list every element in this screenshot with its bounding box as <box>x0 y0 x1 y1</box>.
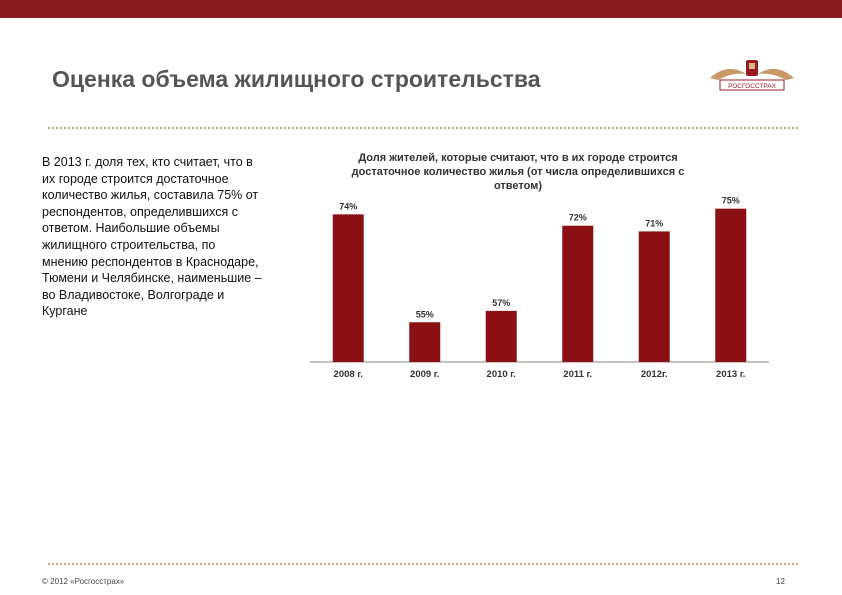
page-number: 12 <box>776 577 785 586</box>
x-tick-label-3: 2011 г. <box>563 369 592 380</box>
bottom-dotted-divider <box>48 563 798 565</box>
x-tick-label-4: 2012г. <box>641 369 668 380</box>
data-label-1: 55% <box>416 309 434 319</box>
footer-copyright: © 2012 «Росгосстрах» <box>42 577 125 586</box>
bar-3 <box>562 225 594 362</box>
bar-0 <box>332 214 364 362</box>
top-dotted-divider <box>48 127 798 129</box>
page-title: Оценка объема жилищного строительства <box>52 66 541 92</box>
rosgosstrakh-logo: РОСГОССТРАХ <box>710 60 794 91</box>
bar-1 <box>409 322 441 362</box>
bar-chart: Доля жителей, которые считают, что в их … <box>310 152 769 380</box>
data-label-0: 74% <box>339 201 357 211</box>
data-label-5: 75% <box>722 196 740 206</box>
x-tick-label-2: 2010 г. <box>487 369 516 380</box>
bar-2 <box>485 310 517 362</box>
chart-title-line-3: ответом) <box>494 180 542 192</box>
top-bar <box>0 0 842 18</box>
chart-title-line-1: Доля жителей, которые считают, что в их … <box>358 152 677 164</box>
description-text: В 2013 г. доля тех, кто считает, что в и… <box>42 155 262 319</box>
x-tick-label-5: 2013 г. <box>716 369 745 380</box>
x-tick-label-0: 2008 г. <box>334 369 363 380</box>
bar-4 <box>638 231 670 362</box>
data-label-2: 57% <box>492 298 510 308</box>
data-label-4: 71% <box>645 218 663 228</box>
bar-5 <box>715 208 747 362</box>
data-label-3: 72% <box>569 213 587 223</box>
x-tick-label-1: 2009 г. <box>410 369 439 380</box>
chart-title-line-2: достаточное количество жилья (от числа о… <box>352 166 685 178</box>
svg-text:РОСГОССТРАХ: РОСГОССТРАХ <box>728 83 777 90</box>
